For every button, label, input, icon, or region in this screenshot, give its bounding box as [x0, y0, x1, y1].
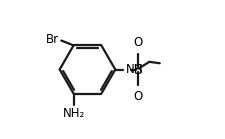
Text: S: S — [133, 63, 142, 76]
Text: NH: NH — [126, 63, 144, 76]
Text: O: O — [133, 90, 142, 103]
Text: NH₂: NH₂ — [63, 107, 85, 120]
Text: Br: Br — [46, 33, 59, 46]
Text: O: O — [133, 36, 142, 49]
